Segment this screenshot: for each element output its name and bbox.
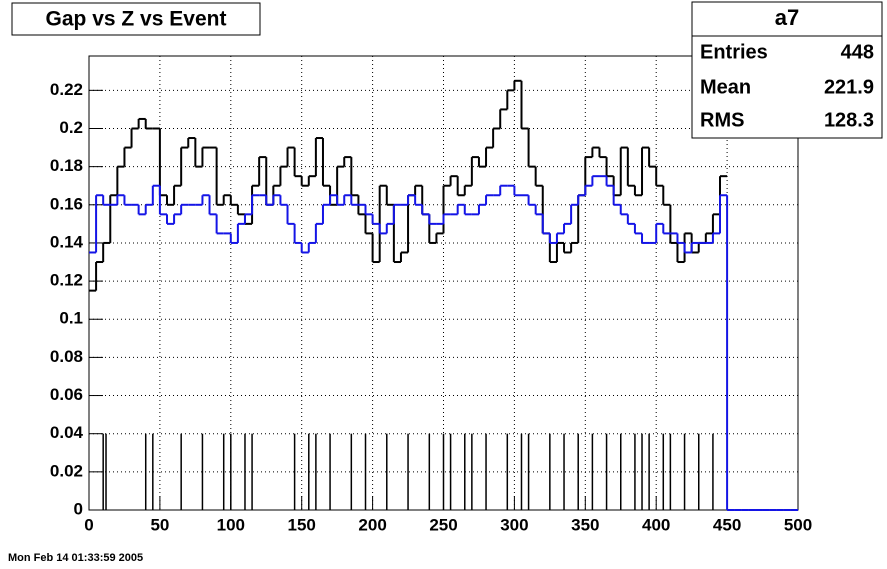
stats-frame (691, 1, 883, 139)
x-tick-label: 400 (642, 515, 670, 534)
x-tick-label: 450 (713, 515, 741, 534)
stats-label: Entries (700, 41, 768, 63)
x-tick-label: 50 (150, 515, 169, 534)
stats-value: 221.9 (824, 76, 874, 98)
y-tick-label: 0.22 (50, 80, 83, 99)
x-tick-label: 0 (84, 515, 93, 534)
chart-title: Gap vs Z vs Event (46, 8, 227, 31)
y-tick-label: 0.08 (50, 347, 83, 366)
x-tick-label: 100 (217, 515, 245, 534)
stats-label: Mean (700, 76, 751, 98)
x-tick-label: 150 (288, 515, 316, 534)
y-tick-label: 0.18 (50, 156, 83, 175)
title-box (11, 2, 261, 36)
stats-title: a7 (775, 5, 799, 30)
x-tick-label: 250 (429, 515, 457, 534)
y-tick-label: 0.1 (59, 309, 83, 328)
y-tick-label: 0.14 (50, 232, 84, 251)
y-tick-label: 0 (74, 499, 83, 518)
x-tick-label: 300 (500, 515, 528, 534)
x-tick-label: 350 (571, 515, 599, 534)
y-tick-label: 0.12 (50, 271, 83, 290)
stats-value: 448 (841, 41, 874, 63)
y-tick-label: 0.04 (50, 423, 84, 442)
y-tick-label: 0.2 (59, 118, 83, 137)
x-tick-label: 500 (784, 515, 812, 534)
y-tick-label: 0.16 (50, 194, 83, 213)
y-tick-label: 0.06 (50, 385, 83, 404)
stats-label: RMS (700, 109, 744, 131)
x-tick-label: 200 (358, 515, 386, 534)
timestamp: Mon Feb 14 01:33:59 2005 (8, 552, 143, 564)
stats-value: 128.3 (824, 109, 874, 131)
stats-box: a7 Entries 448 Mean 221.9 RMS 128.3 (691, 1, 883, 139)
y-tick-label: 0.02 (50, 461, 83, 480)
